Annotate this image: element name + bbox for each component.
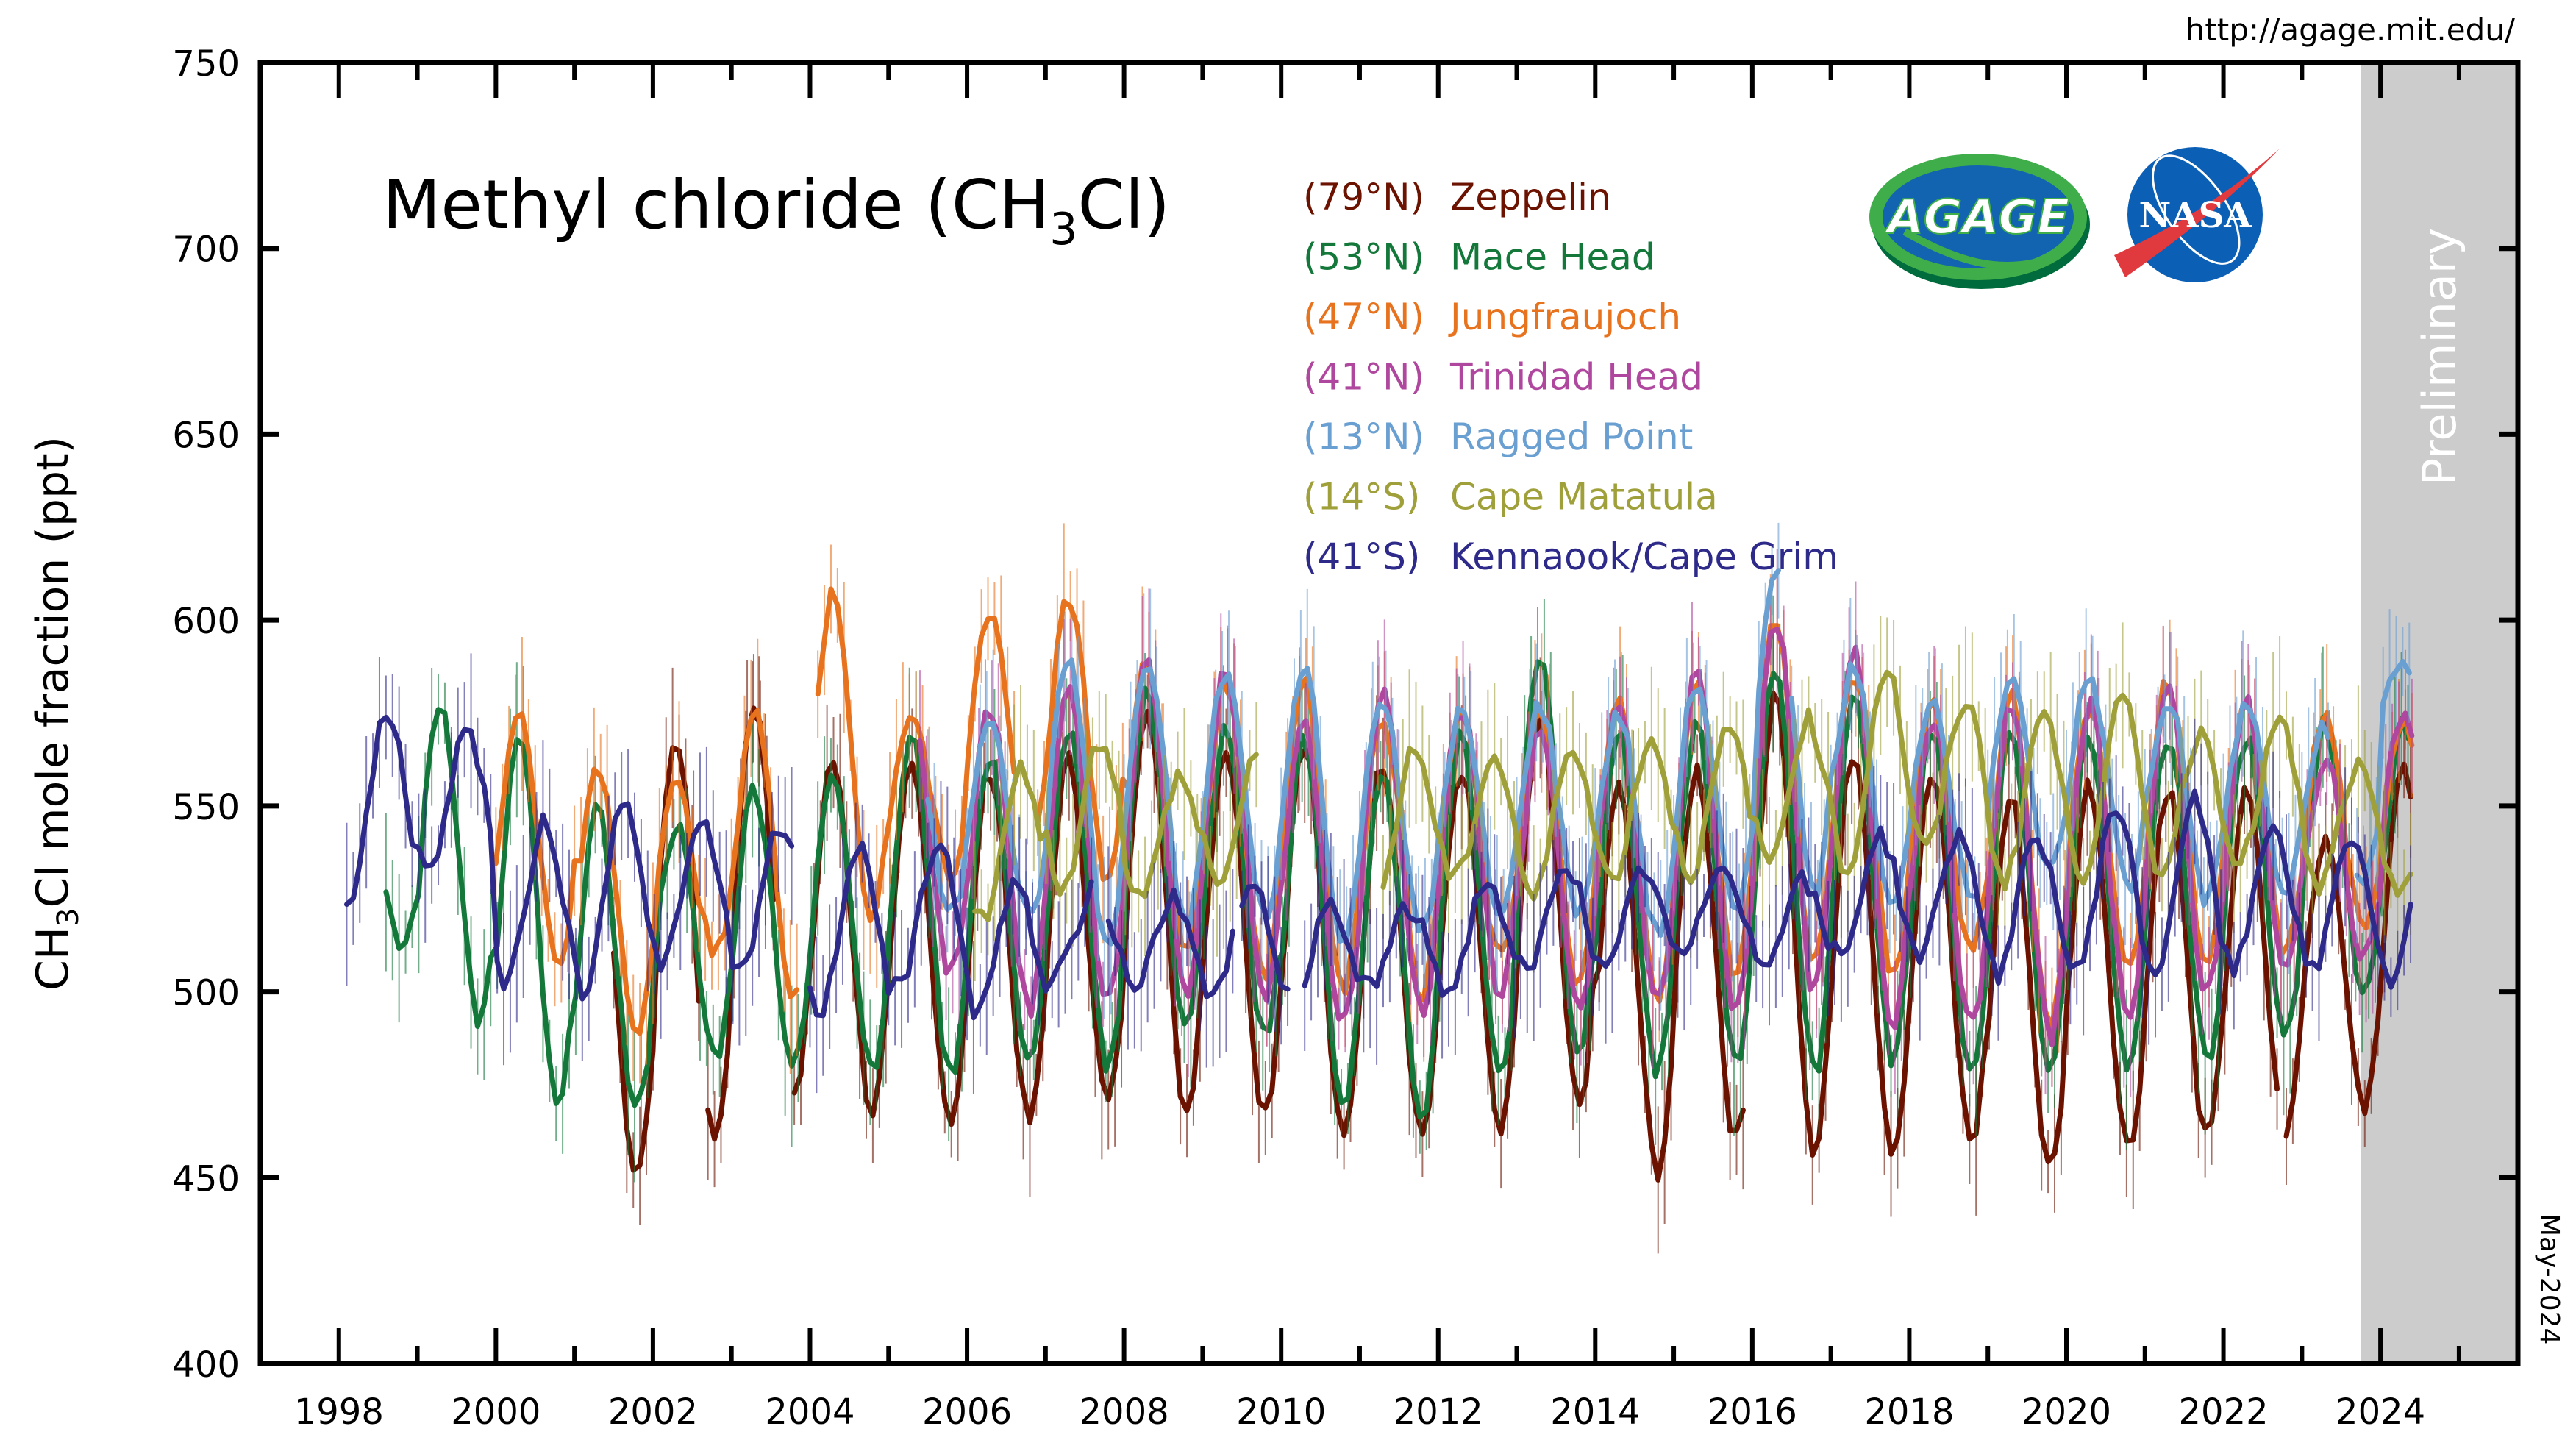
x-tick-label: 2002 xyxy=(608,1391,698,1433)
series-line xyxy=(1239,883,1291,992)
y-tick-label: 550 xyxy=(172,787,240,828)
series-line xyxy=(972,746,1259,922)
series-line xyxy=(807,841,1094,1021)
legend-latitude: (47°N) xyxy=(1303,296,1424,338)
agage-logo: AGAGE xyxy=(1869,154,2090,289)
y-tick-label: 650 xyxy=(172,415,240,456)
preliminary-label: Preliminary xyxy=(2413,228,2466,485)
legend-latitude: (13°N) xyxy=(1303,416,1424,458)
series-group xyxy=(344,522,2415,1254)
x-tick-label: 2014 xyxy=(1550,1391,1640,1433)
legend-latitude: (41°S) xyxy=(1303,535,1420,578)
x-tick-label: 2018 xyxy=(1864,1391,1954,1433)
y-tick-label: 700 xyxy=(172,229,240,271)
series-line xyxy=(493,708,800,1036)
legend-station-name: Trinidad Head xyxy=(1449,356,1703,399)
chart-title: Methyl chloride (CH3Cl) xyxy=(382,165,1170,255)
x-tick-label: 2024 xyxy=(2336,1391,2425,1433)
legend-station-name: Kennaook/Cape Grim xyxy=(1450,535,1838,578)
x-tick-label: 2010 xyxy=(1236,1391,1326,1433)
x-tick-label: 2020 xyxy=(2022,1391,2111,1433)
y-axis-label-sub: 3 xyxy=(51,908,85,927)
legend-latitude: (14°S) xyxy=(1303,476,1420,518)
legend-station-name: Jungfraujoch xyxy=(1448,296,1681,338)
series-line xyxy=(917,627,2415,1047)
legend-station-name: Zeppelin xyxy=(1450,176,1611,218)
x-tick-label: 2004 xyxy=(765,1391,854,1433)
chart-title-sub: 3 xyxy=(1049,204,1077,255)
y-axis-label: CH3Cl mole fraction (ppt) xyxy=(27,436,85,991)
x-tick-label: 2016 xyxy=(1708,1391,1797,1433)
x-tick-label: 2000 xyxy=(451,1391,540,1433)
series-line xyxy=(2283,761,2413,1139)
x-tick-label: 1998 xyxy=(294,1391,384,1433)
plot-frame xyxy=(257,60,2521,1366)
series-cape-matatula xyxy=(972,616,2413,981)
legend-station-name: Ragged Point xyxy=(1450,416,1693,458)
nasa-logo: NASA xyxy=(2114,147,2280,282)
legend: (79°N) Zeppelin (53°N) Mace Head (47°N) Jungf… xyxy=(1303,176,1838,578)
x-tick-label: 2006 xyxy=(922,1391,1012,1433)
x-tick-label: 2012 xyxy=(1394,1391,1483,1433)
legend-latitude: (53°N) xyxy=(1303,236,1424,279)
series-line xyxy=(1380,669,2413,902)
date-stamp: May-2024 xyxy=(2534,1214,2564,1344)
y-tick-label: 750 xyxy=(172,43,240,85)
legend-station-name: Mace Head xyxy=(1450,236,1655,279)
series-line xyxy=(344,714,795,1002)
y-axis-label-post: Cl mole fraction (ppt) xyxy=(27,436,79,908)
legend-latitude: (41°N) xyxy=(1303,356,1424,399)
series-kennaook-cape-grim xyxy=(344,653,2413,1094)
preliminary-band xyxy=(2361,63,2518,1364)
series-line xyxy=(1302,788,2413,998)
legend-station-name: Cape Matatula xyxy=(1450,476,1718,518)
agage-logo-text: AGAGE xyxy=(1883,190,2069,245)
source-url[interactable]: http://agage.mit.edu/ xyxy=(2186,12,2516,48)
series-line xyxy=(791,708,1746,1183)
series-line xyxy=(815,586,1017,924)
series-line xyxy=(925,568,1781,947)
y-tick-label: 400 xyxy=(172,1344,240,1386)
y-tick-label: 500 xyxy=(172,973,240,1014)
y-tick-label: 600 xyxy=(172,601,240,642)
nasa-logo-text: NASA xyxy=(2138,195,2252,236)
x-tick-label: 2022 xyxy=(2178,1391,2268,1433)
x-axis-ticks: 1998 2000 2002 2004 2006 2008 2010 2012 2014 2016… xyxy=(258,63,2461,1433)
series-line xyxy=(1105,887,1235,999)
chart-title-post: Cl) xyxy=(1077,165,1170,244)
y-axis-ticks: 400 450 500 550 600 650 700 750 xyxy=(172,43,2518,1386)
y-tick-label: 450 xyxy=(172,1158,240,1200)
x-tick-label: 2008 xyxy=(1080,1391,1169,1433)
y-axis-label-pre: CH xyxy=(27,927,79,991)
chart-title-pre: Methyl chloride (CH xyxy=(382,165,1049,244)
legend-latitude: (79°N) xyxy=(1303,176,1424,218)
